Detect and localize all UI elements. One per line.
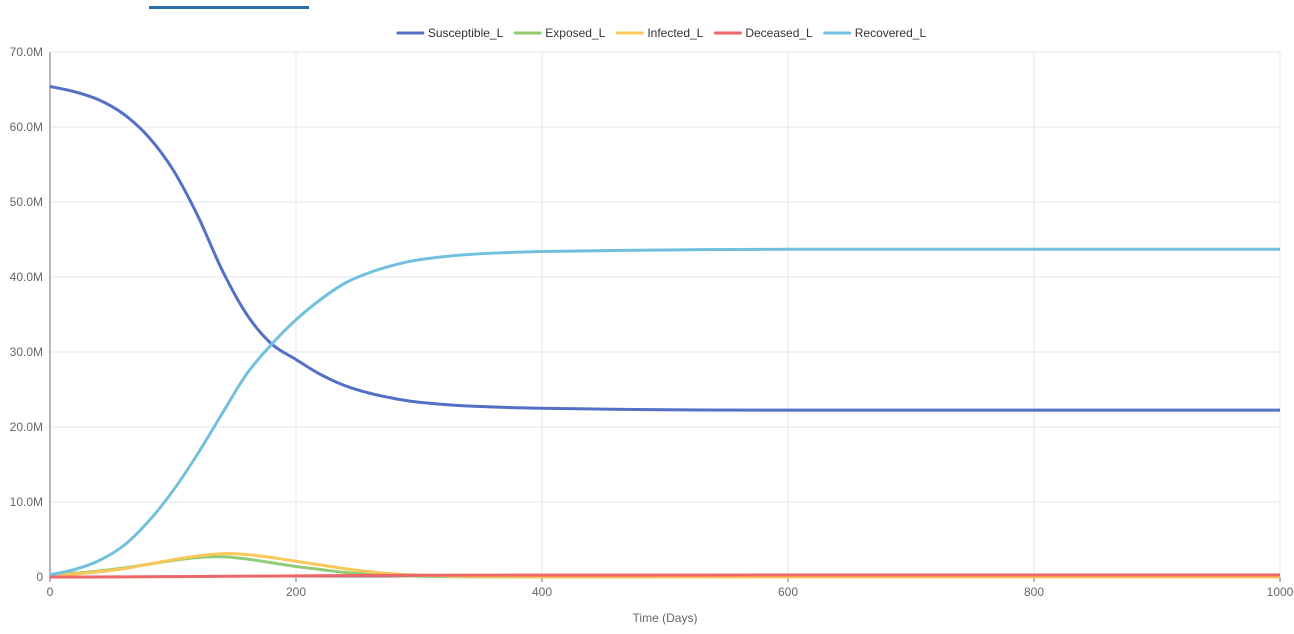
y-tick-label: 10.0M bbox=[10, 495, 43, 509]
legend[interactable]: Susceptible_L Exposed_L Infected_L Deceased… bbox=[396, 26, 927, 40]
legend-label: Recovered_L bbox=[855, 26, 927, 40]
legend-label: Exposed_L bbox=[545, 26, 605, 40]
y-tick-label: 60.0M bbox=[10, 120, 43, 134]
y-tick-label: 0 bbox=[36, 570, 43, 584]
legend-item-susceptible-l[interactable]: Susceptible_L bbox=[396, 26, 504, 40]
y-tick-label: 20.0M bbox=[10, 420, 43, 434]
series-line-recovered-l bbox=[49, 247, 1280, 577]
x-tick-label: 200 bbox=[286, 585, 306, 599]
legend-label: Susceptible_L bbox=[428, 26, 504, 40]
series-line-susceptible-l bbox=[49, 85, 1280, 412]
y-tick-label: 40.0M bbox=[10, 270, 43, 284]
x-tick-label: 1000 bbox=[1267, 585, 1294, 599]
x-axis-label: Time (Days) bbox=[633, 611, 698, 625]
y-tick-label: 50.0M bbox=[10, 195, 43, 209]
series-lines bbox=[49, 85, 1280, 579]
legend-label: Infected_L bbox=[647, 26, 703, 40]
x-tick-label: 0 bbox=[47, 585, 54, 599]
series-line-infected-l bbox=[49, 552, 1280, 579]
legend-item-deceased-l[interactable]: Deceased_L bbox=[713, 26, 813, 40]
x-tick-label: 800 bbox=[1024, 585, 1044, 599]
legend-label: Deceased_L bbox=[745, 26, 813, 40]
x-axis-ticks: 0 200 400 600 800 1000 bbox=[47, 585, 1294, 599]
legend-item-exposed-l[interactable]: Exposed_L bbox=[513, 26, 606, 40]
y-tick-label: 30.0M bbox=[10, 345, 43, 359]
series-line-deceased-l bbox=[49, 573, 1280, 579]
x-tick-label: 600 bbox=[778, 585, 798, 599]
active-tab-indicator bbox=[149, 6, 309, 9]
legend-item-recovered-l[interactable]: Recovered_L bbox=[823, 26, 927, 40]
x-tick-label: 400 bbox=[532, 585, 552, 599]
grid-lines bbox=[49, 51, 1281, 582]
y-tick-label: 70.0M bbox=[10, 45, 43, 59]
y-axis-ticks: 0 10.0M 20.0M 30.0M 40.0M 50.0M 60.0M 70.0M bbox=[10, 45, 44, 584]
legend-item-infected-l[interactable]: Infected_L bbox=[615, 26, 704, 40]
